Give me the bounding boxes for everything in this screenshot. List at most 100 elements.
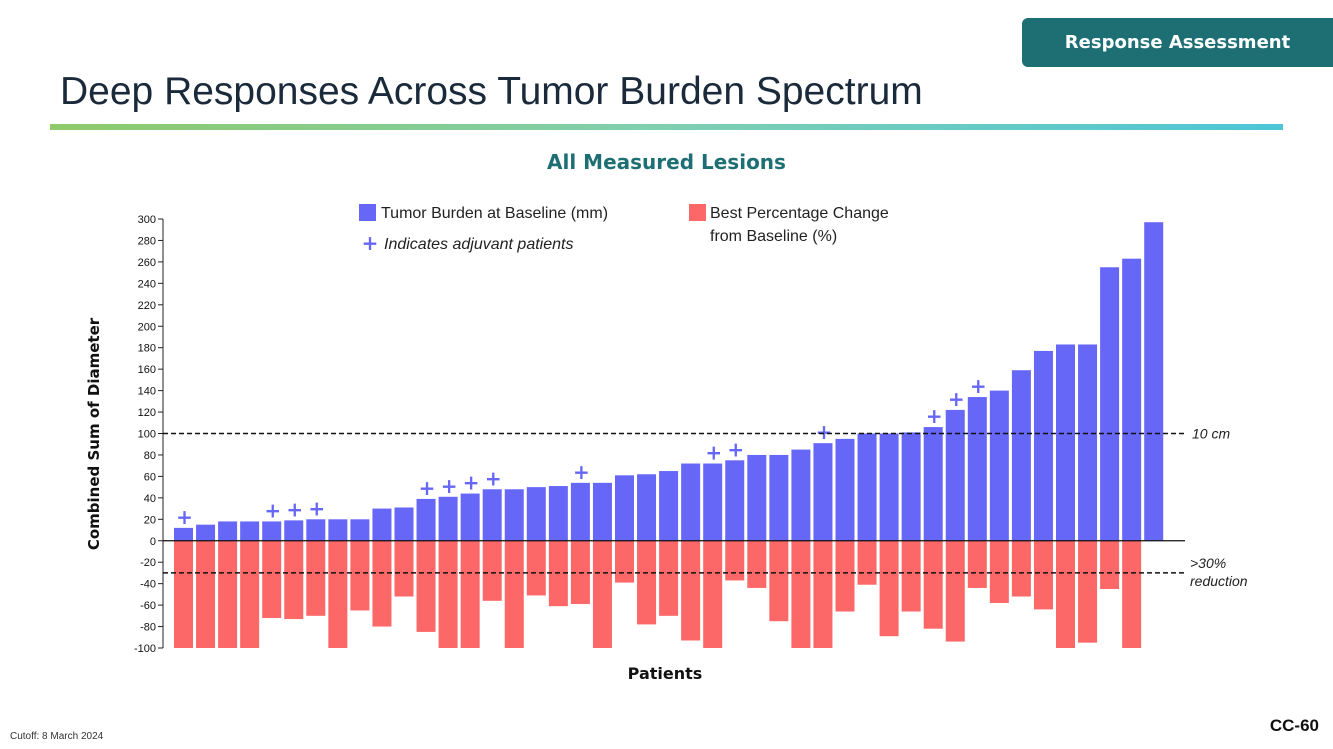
baseline-bar: [174, 527, 193, 541]
baseline-bar: [284, 520, 304, 541]
adjuvant-plus-marker: +: [441, 474, 458, 498]
change-bar: [703, 540, 723, 648]
baseline-bar: [857, 433, 877, 541]
reference-line-label: reduction: [1190, 573, 1248, 589]
baseline-bar: [372, 508, 392, 541]
baseline-bar: [438, 496, 458, 541]
baseline-bar: [637, 474, 657, 541]
change-bar: [1078, 540, 1098, 643]
baseline-bar: [328, 519, 348, 541]
legend-label-change: Best Percentage Change: [710, 205, 889, 222]
change-bar: [615, 540, 634, 583]
legend-label-change-line2: from Baseline (%): [710, 228, 837, 245]
legend-label-baseline: Tumor Burden at Baseline (mm): [381, 205, 608, 222]
y-tick-label: 80: [144, 450, 156, 462]
baseline-bar: [1056, 344, 1075, 541]
baseline-bar: [813, 443, 833, 541]
baseline-bar: [879, 433, 899, 541]
baseline-bar: [923, 427, 943, 541]
cutoff-note: Cutoff: 8 March 2024: [10, 731, 104, 742]
baseline-bar: [1078, 344, 1098, 541]
y-tick-label: 40: [144, 493, 156, 505]
bars: [163, 222, 1185, 648]
change-bar: [592, 540, 612, 648]
legend-adjuvant-note: Indicates adjuvant patients: [384, 236, 573, 253]
y-tick-label: -60: [140, 600, 156, 612]
y-tick-label: 160: [138, 364, 156, 376]
change-bar: [262, 540, 282, 618]
adjuvant-plus-marker: +: [970, 374, 987, 398]
baseline-bar: [394, 507, 414, 541]
change-bar: [416, 540, 436, 632]
change-bar: [901, 540, 921, 612]
change-bar: [637, 540, 657, 625]
change-bar: [504, 540, 524, 648]
change-bar: [747, 540, 767, 588]
reference-line-label: 10 cm: [1192, 426, 1230, 442]
adjuvant-plus-marker: +: [727, 437, 744, 461]
baseline-bar: [416, 498, 436, 541]
change-bar: [1122, 540, 1142, 648]
legend-swatch-change: [689, 204, 706, 221]
baseline-bar: [592, 482, 612, 541]
baseline-bar: [1122, 258, 1142, 541]
change-bar: [284, 540, 304, 620]
change-bar: [174, 540, 193, 648]
baseline-bar: [681, 463, 701, 541]
baseline-bar: [791, 449, 811, 541]
x-axis-label: Patients: [628, 664, 703, 683]
y-tick-label: 260: [138, 257, 156, 269]
baseline-bar: [350, 519, 370, 541]
baseline-bar: [1144, 222, 1164, 541]
y-tick-label: 240: [138, 278, 156, 290]
adjuvant-plus-marker: +: [308, 496, 325, 520]
change-bar: [945, 540, 965, 642]
change-bar: [196, 540, 216, 648]
adjuvant-markers: + + + ++ + + + ++ +++++: [176, 374, 987, 529]
baseline-bar: [240, 521, 260, 541]
baseline-bar: [526, 487, 546, 541]
change-bar: [1011, 540, 1031, 597]
change-bar: [372, 540, 392, 627]
baseline-bar: [967, 397, 987, 541]
change-bar: [1056, 540, 1075, 648]
change-bar: [857, 540, 877, 585]
adjuvant-plus-marker: +: [485, 466, 502, 490]
change-bar: [1100, 540, 1120, 590]
baseline-bar: [901, 432, 921, 541]
change-bar: [967, 540, 987, 588]
baseline-bar: [615, 475, 634, 541]
baseline-bar: [218, 521, 238, 541]
baseline-bar: [306, 519, 326, 541]
change-bar: [879, 540, 899, 637]
baseline-bar: [769, 454, 789, 541]
adjuvant-plus-marker: +: [705, 441, 722, 465]
baseline-bar: [196, 524, 216, 541]
y-tick-label: 200: [138, 321, 156, 333]
adjuvant-plus-marker: +: [264, 498, 281, 522]
baseline-bar: [835, 438, 855, 541]
adjuvant-plus-marker: +: [176, 505, 193, 529]
baseline-bar: [1011, 370, 1031, 541]
change-bar: [438, 540, 458, 648]
baseline-bar: [548, 486, 568, 541]
baseline-bar: [989, 390, 1009, 541]
change-bar: [835, 540, 855, 612]
y-axis-label: Combined Sum of Diameter: [85, 317, 103, 550]
baseline-bar: [262, 521, 282, 541]
change-bar: [394, 540, 414, 597]
baseline-bar: [482, 489, 502, 541]
adjuvant-plus-marker: +: [463, 471, 480, 495]
baseline-bar: [945, 409, 965, 541]
change-bar: [769, 540, 789, 622]
reference-lines: 10 cm >30% reduction: [163, 426, 1248, 589]
y-tick-label: 140: [138, 386, 156, 398]
page-title: Deep Responses Across Tumor Burden Spect…: [60, 70, 923, 113]
adjuvant-plus-marker: +: [286, 497, 303, 521]
change-bar: [240, 540, 260, 648]
change-bar: [1033, 540, 1053, 610]
y-tick-label: -20: [140, 557, 156, 569]
change-bar: [659, 540, 679, 616]
legend: Tumor Burden at Baseline (mm) Best Percen…: [359, 204, 889, 255]
change-bar: [813, 540, 833, 648]
